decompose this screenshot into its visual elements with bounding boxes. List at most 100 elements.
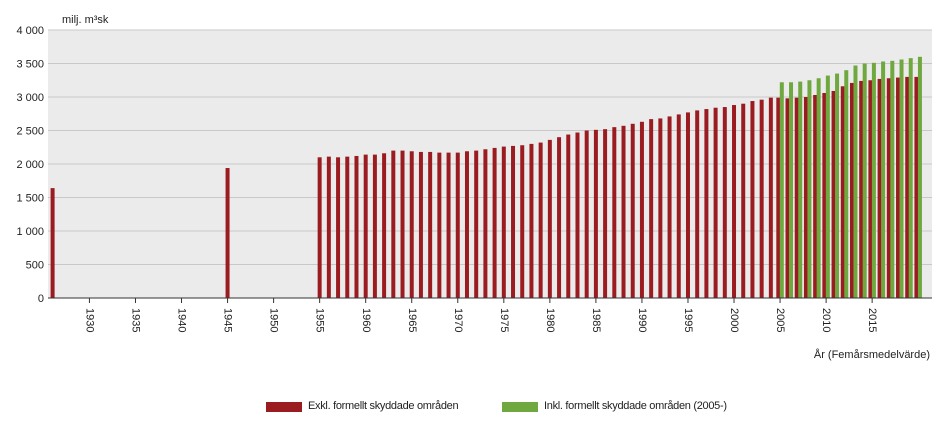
bars [50,56,922,299]
bar-inkl[interactable] [816,78,821,299]
bar-exkl[interactable] [575,132,580,298]
bar-exkl[interactable] [794,97,799,298]
bar-inkl[interactable] [890,60,895,298]
bar-exkl[interactable] [483,149,488,298]
x-tick-label: 2005 [774,308,786,332]
bar-exkl[interactable] [905,76,910,299]
bar-exkl[interactable] [868,80,873,298]
bar-exkl[interactable] [685,112,690,298]
bar-exkl[interactable] [593,129,598,298]
bar-exkl[interactable] [225,168,230,298]
gridlines [48,29,932,265]
bar-exkl[interactable] [886,78,891,299]
bar-exkl[interactable] [813,94,818,299]
bar-exkl[interactable] [501,146,506,298]
bar-exkl[interactable] [831,90,836,298]
bar-exkl[interactable] [859,80,864,298]
bar-exkl[interactable] [464,151,469,298]
bar-exkl[interactable] [768,97,773,298]
bar-exkl[interactable] [317,157,322,298]
bar-exkl[interactable] [547,139,552,298]
legend-item-inkl[interactable]: Inkl. formellt skyddade områden (2005-) [502,400,744,412]
x-tick-labels: 1930 1935 1940 1945 1950 1955 1960 1965 1970 1975… [84,298,878,332]
bar-exkl[interactable] [776,97,781,298]
legend-item-exkl[interactable]: Exkl. formellt skyddade områden [266,400,492,412]
bar-exkl[interactable] [474,150,479,298]
bar-exkl[interactable] [437,152,442,298]
bar-exkl[interactable] [538,142,543,298]
bar-exkl[interactable] [345,156,350,298]
bar-exkl[interactable] [511,145,516,298]
bar-exkl[interactable] [621,125,626,298]
bar-exkl[interactable] [566,134,571,298]
y-tick-label: 2 500 [16,126,44,138]
bar-inkl[interactable] [844,70,849,298]
bar-exkl[interactable] [612,127,617,299]
bar-inkl[interactable] [917,56,922,298]
bar-inkl[interactable] [789,82,794,298]
y-tick-label: 1 000 [16,226,44,238]
bar-inkl[interactable] [807,80,812,298]
bar-exkl[interactable] [391,150,396,298]
bar-exkl[interactable] [713,107,718,298]
bar-inkl[interactable] [899,59,904,299]
bar-exkl[interactable] [704,109,709,298]
bar-exkl[interactable] [354,155,359,298]
bar-exkl[interactable] [409,151,414,298]
bar-exkl[interactable] [630,123,635,298]
bar-exkl[interactable] [785,98,790,298]
bar-inkl[interactable] [871,62,876,298]
bar-exkl[interactable] [336,157,341,298]
bar-exkl[interactable] [50,188,55,298]
bar-exkl[interactable] [584,130,589,299]
bar-exkl[interactable] [658,118,663,298]
bar-exkl[interactable] [803,97,808,298]
y-tick-label: 4 000 [16,25,44,37]
x-tick-label: 1955 [314,308,326,332]
bar-exkl[interactable] [455,152,460,298]
bar-exkl[interactable] [372,154,377,298]
bar-exkl[interactable] [529,143,534,298]
bar-exkl[interactable] [363,154,368,298]
bar-inkl[interactable] [881,61,886,298]
bar-exkl[interactable] [428,151,433,298]
bar-exkl[interactable] [382,153,387,298]
bar-exkl[interactable] [914,76,919,299]
bar-exkl[interactable] [750,101,755,299]
bar-exkl[interactable] [446,152,451,298]
bar-inkl[interactable] [835,73,840,298]
x-tick-label: 1940 [176,308,188,332]
bar-exkl[interactable] [896,77,901,298]
bar-exkl[interactable] [667,116,672,299]
bar-inkl[interactable] [825,75,830,298]
bar-inkl[interactable] [853,65,858,298]
bar-exkl[interactable] [649,119,654,298]
bar-inkl[interactable] [908,58,913,298]
bar-exkl[interactable] [326,156,331,298]
bar-exkl[interactable] [759,99,764,299]
bar-exkl[interactable] [492,147,497,298]
bar-exkl[interactable] [603,129,608,298]
bar-exkl[interactable] [557,137,562,298]
x-tick-label: 1990 [636,308,648,332]
y-tick-label: 2 000 [16,159,44,171]
bar-exkl[interactable] [520,145,525,298]
x-tick-label: 1950 [268,308,280,332]
bar-inkl[interactable] [862,63,867,299]
bar-inkl[interactable] [779,82,784,298]
x-tick-label: 1935 [130,308,142,332]
bar-exkl[interactable] [639,121,644,298]
bar-exkl[interactable] [676,114,681,298]
x-tick-label: 1965 [406,308,418,332]
bar-exkl[interactable] [400,150,405,298]
bar-exkl[interactable] [840,86,845,298]
bar-exkl[interactable] [741,103,746,298]
bar-exkl[interactable] [418,151,423,298]
bar-exkl[interactable] [849,82,854,299]
bar-exkl[interactable] [732,105,737,298]
bar-exkl[interactable] [822,92,827,298]
bar-exkl[interactable] [722,107,727,298]
bar-exkl[interactable] [877,78,882,298]
bar-inkl[interactable] [798,81,803,298]
bar-exkl[interactable] [695,110,700,299]
